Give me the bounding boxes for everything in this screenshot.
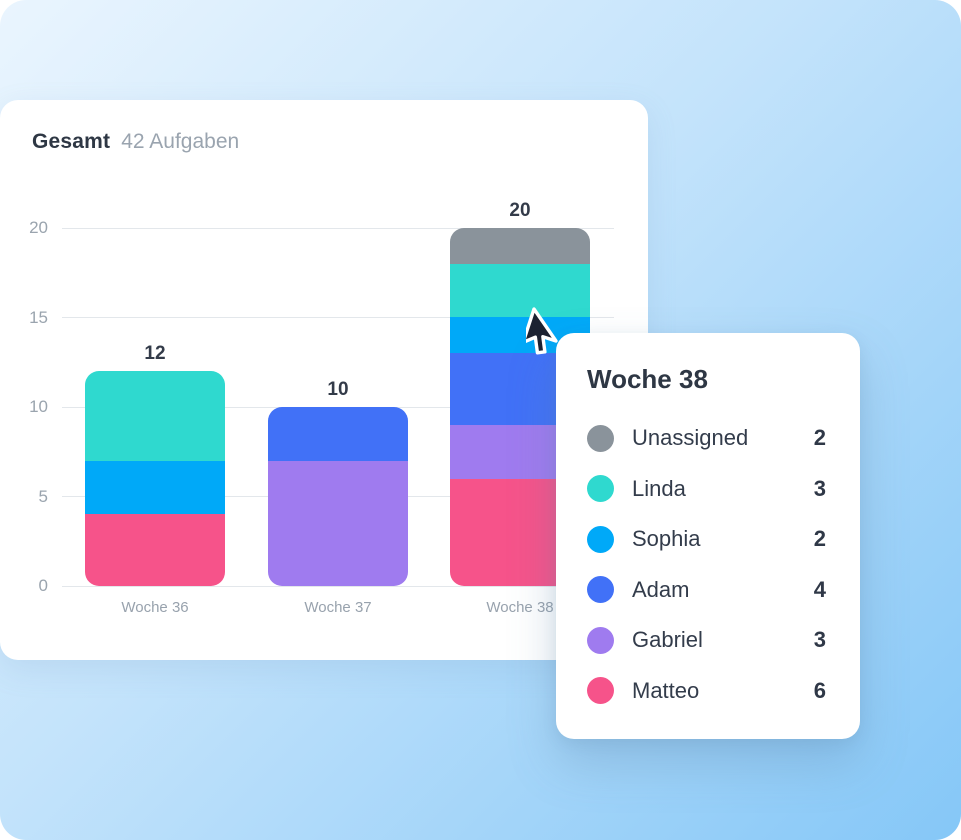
legend-label: Matteo (632, 677, 700, 703)
tooltip-row: Sophia 2 (587, 514, 826, 565)
legend-label: Unassigned (632, 425, 749, 451)
legend-dot-linda (587, 475, 614, 503)
chart-tooltip: Woche 38 Unassigned 2 Linda 3 Sophia 2 A… (556, 333, 860, 739)
bar-segment-sophia[interactable] (85, 460, 225, 515)
tooltip-row: Adam 4 (587, 565, 826, 616)
legend-value: 2 (813, 425, 826, 451)
chart-header: Gesamt 42 Aufgaben (32, 130, 239, 154)
legend-value: 6 (813, 677, 826, 703)
bar-woche-37[interactable] (268, 407, 408, 586)
bar-segment-gabriel[interactable] (268, 460, 408, 586)
legend-value: 3 (813, 627, 826, 653)
chart-title: Gesamt (32, 130, 111, 153)
legend-value: 2 (813, 526, 826, 552)
tooltip-title: Woche 38 (587, 364, 708, 394)
bar-woche-36[interactable] (85, 371, 225, 586)
legend-dot-sophia (587, 525, 614, 553)
bar-segment-matteo[interactable] (85, 514, 225, 586)
bar-segment-linda[interactable] (85, 371, 225, 461)
legend-label: Sophia (632, 526, 701, 552)
legend-label: Linda (632, 475, 686, 501)
legend-dot-matteo (587, 677, 614, 705)
mouse-cursor-icon (526, 307, 558, 355)
legend-label: Gabriel (632, 627, 703, 653)
legend-label: Adam (632, 576, 690, 602)
bar-segment-linda[interactable] (450, 263, 590, 318)
legend-dot-gabriel (587, 626, 614, 654)
tooltip-row: Matteo 6 (587, 666, 826, 717)
bar-segment-unassigned[interactable] (450, 228, 590, 264)
tooltip-row: Unassigned 2 (587, 413, 826, 464)
tooltip-row: Gabriel 3 (587, 615, 826, 666)
legend-dot-adam (587, 576, 614, 604)
bar-segment-adam[interactable] (268, 407, 408, 461)
legend-value: 3 (813, 475, 826, 501)
tooltip-row: Linda 3 (587, 464, 826, 515)
legend-value: 4 (813, 576, 826, 602)
chart-subtitle: 42 Aufgaben (121, 130, 240, 153)
legend-dot-unassigned (587, 424, 614, 452)
